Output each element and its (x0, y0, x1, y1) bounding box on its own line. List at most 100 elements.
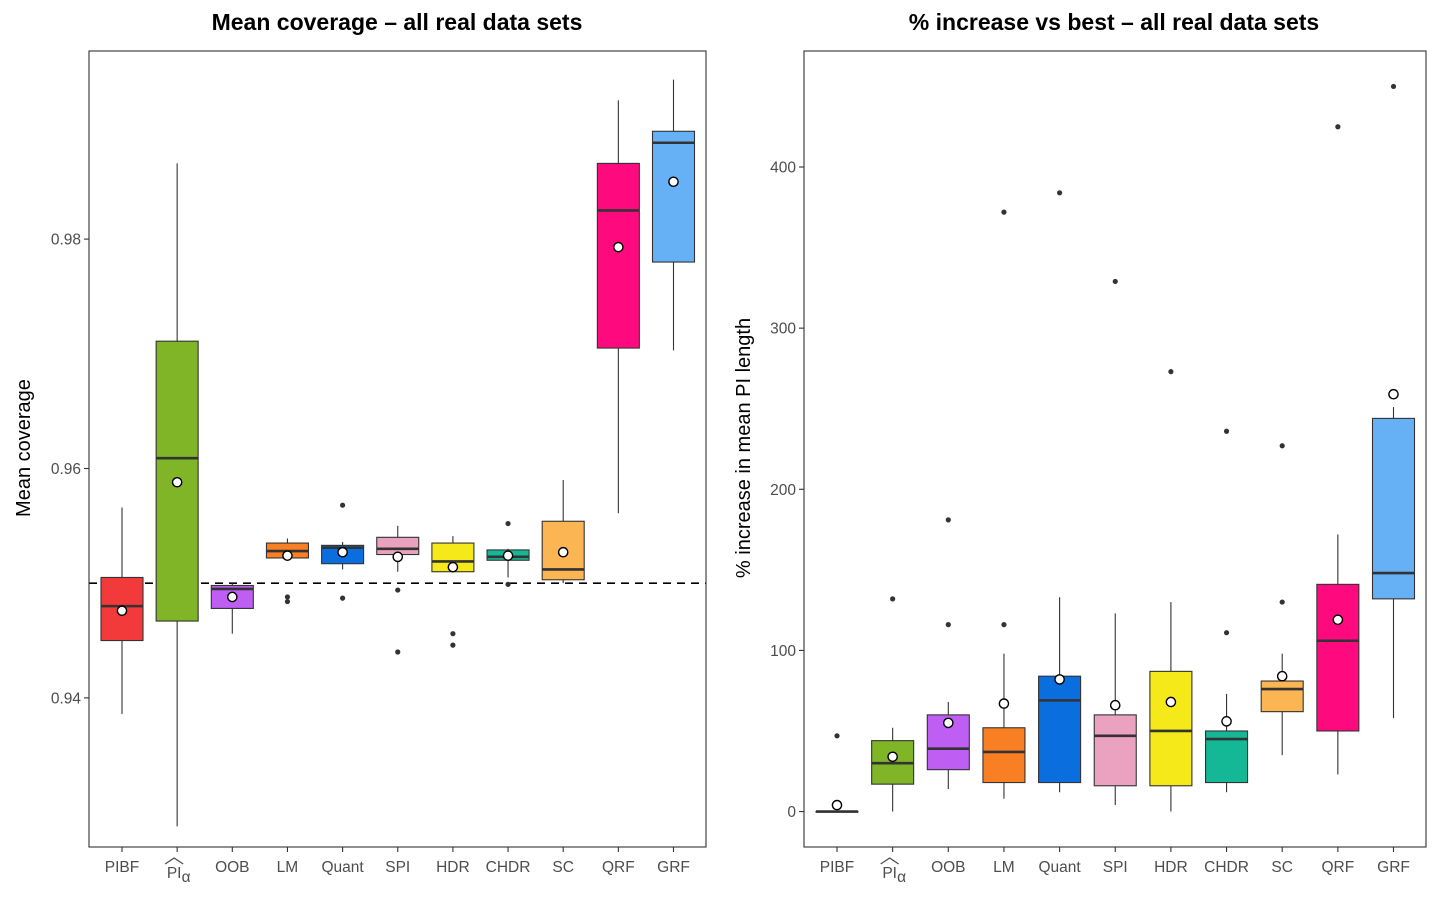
x-tick-label: QRF (1321, 859, 1354, 876)
mean-point (943, 717, 954, 729)
outlier-point (505, 520, 511, 527)
box-body (1149, 670, 1193, 787)
outlier-point (1223, 428, 1230, 434)
mean-point (557, 546, 569, 558)
box-spi (376, 525, 420, 655)
mean-point (502, 550, 514, 561)
outlier-point (1335, 124, 1341, 130)
outlier-point (395, 649, 401, 655)
box-grf (651, 79, 696, 351)
hat-glyph (164, 857, 184, 865)
x-tick-label: PI (882, 865, 897, 882)
mean-point (1054, 674, 1065, 685)
mean-point (116, 605, 128, 617)
mean-point (1276, 670, 1288, 682)
x-tick-label: LM (277, 859, 299, 876)
box-pibf (100, 507, 144, 714)
box-qrf (596, 100, 640, 514)
outlier-point (340, 595, 346, 601)
outlier-point (284, 594, 291, 600)
y-axis-label: Mean coverage (13, 379, 35, 517)
mean-point (1221, 716, 1232, 727)
box-hdr (431, 536, 475, 648)
box-lm (265, 538, 310, 605)
x-tick-label: PIBF (820, 859, 854, 876)
x-tick-label: HDR (1154, 859, 1188, 876)
x-tick-label: SC (552, 859, 574, 876)
box-body (1093, 714, 1137, 787)
box-oob (210, 583, 254, 634)
outlier-point (1279, 599, 1285, 605)
box-pi-alpha (871, 596, 915, 812)
axis-layer: 0.94 0.96 0.98 PIBF PI α OOB LM Quant SPI HDR CHDR S… (51, 232, 690, 886)
outlier-point (1279, 443, 1285, 449)
mean-point (887, 751, 898, 763)
mean-point (1388, 388, 1399, 400)
x-tick-label: GRF (657, 859, 690, 876)
mean-point (337, 546, 348, 558)
x-tick-label: OOB (931, 859, 965, 876)
box-lm (982, 209, 1026, 799)
outlier-point (1001, 209, 1007, 215)
y-tick-label: 400 (770, 160, 796, 177)
outlier-point (450, 631, 456, 637)
outlier-point (450, 642, 456, 648)
outlier-point (945, 517, 951, 523)
x-tick-label: SPI (1103, 859, 1128, 876)
box-sc (1260, 443, 1304, 756)
mean-point (1165, 696, 1177, 708)
y-tick-label: 0.98 (51, 232, 81, 249)
box-body (1316, 583, 1360, 732)
outlier-point (505, 581, 511, 587)
y-tick-label: 0.94 (51, 690, 82, 707)
x-tick-label: CHDR (486, 859, 531, 876)
mean-point (1109, 699, 1121, 711)
outlier-point (1112, 278, 1118, 285)
x-tick-label: QRF (602, 859, 635, 876)
box-body (651, 130, 696, 263)
y-tick-label: 200 (770, 482, 796, 499)
coverage-panel: Mean coverage – all real data sets Mean … (13, 9, 707, 886)
mean-point (226, 591, 238, 603)
chart-title: Mean coverage – all real data sets (212, 9, 583, 35)
x-tick-label: HDR (436, 859, 470, 876)
x-tick-subscript: α (897, 869, 906, 886)
box-qrf (1316, 124, 1360, 775)
box-layer (815, 83, 1416, 813)
axis-layer: 0 100 200 300 400 PIBF PI α OOB LM Quant SPI HDR CHDR… (770, 160, 1410, 886)
mean-point (831, 799, 843, 811)
x-tick-label: PIBF (105, 859, 139, 876)
box-chdr (1205, 428, 1249, 793)
chart-title: % increase vs best – all real data sets (909, 9, 1319, 35)
box-quant (321, 502, 365, 601)
x-tick-subscript: α (182, 869, 191, 886)
mean-point (613, 241, 624, 253)
box-body (596, 162, 640, 349)
pi-length-panel: % increase vs best – all real data sets … (733, 9, 1427, 886)
y-axis-label: % increase in mean PI length (733, 318, 755, 578)
outlier-point (1223, 630, 1230, 636)
x-tick-label: OOB (215, 859, 249, 876)
box-quant (1038, 190, 1082, 793)
x-tick-label: Quant (321, 859, 364, 876)
y-tick-label: 100 (770, 643, 796, 660)
mean-point (171, 476, 183, 488)
outlier-point (1390, 83, 1397, 90)
x-tick-label: PI (167, 865, 182, 882)
box-body (1371, 417, 1416, 600)
x-tick-label: CHDR (1204, 859, 1249, 876)
outlier-point (834, 733, 840, 739)
y-tick-label: 0.96 (51, 461, 81, 478)
x-tick-label: SPI (385, 859, 410, 876)
box-pi-alpha (155, 163, 199, 827)
hat-glyph (880, 857, 900, 865)
y-tick-label: 0 (787, 804, 796, 821)
mean-point (998, 698, 1010, 709)
box-layer (89, 79, 706, 827)
outlier-point (945, 622, 951, 628)
box-body (982, 727, 1026, 784)
x-tick-label: SC (1271, 859, 1293, 876)
y-tick-label: 300 (770, 321, 796, 338)
box-body (1260, 680, 1304, 713)
box-grf (1371, 83, 1416, 719)
